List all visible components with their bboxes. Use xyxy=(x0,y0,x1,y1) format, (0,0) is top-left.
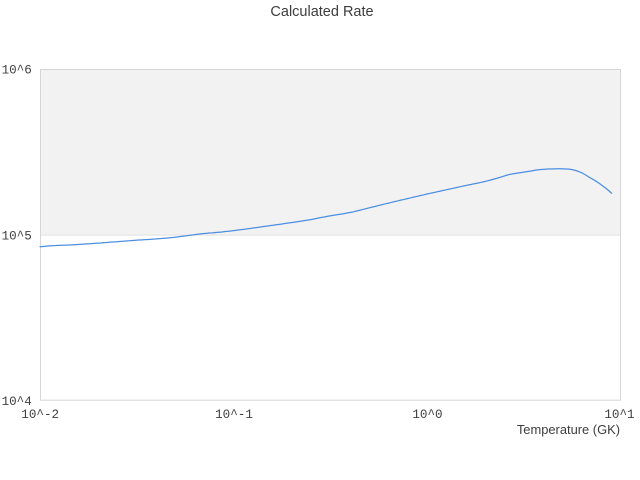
svg-text:Temperature (GK): Temperature (GK) xyxy=(517,422,620,437)
svg-text:10^5: 10^5 xyxy=(2,230,32,244)
svg-text:Calculated Rate: Calculated Rate xyxy=(270,4,373,20)
svg-text:10^6: 10^6 xyxy=(2,64,32,78)
svg-text:10^-1: 10^-1 xyxy=(215,408,253,422)
svg-text:10^4: 10^4 xyxy=(2,395,32,409)
svg-text:10^1: 10^1 xyxy=(604,408,634,422)
svg-text:10^-2: 10^-2 xyxy=(21,408,59,422)
svg-text:10^0: 10^0 xyxy=(412,408,442,422)
